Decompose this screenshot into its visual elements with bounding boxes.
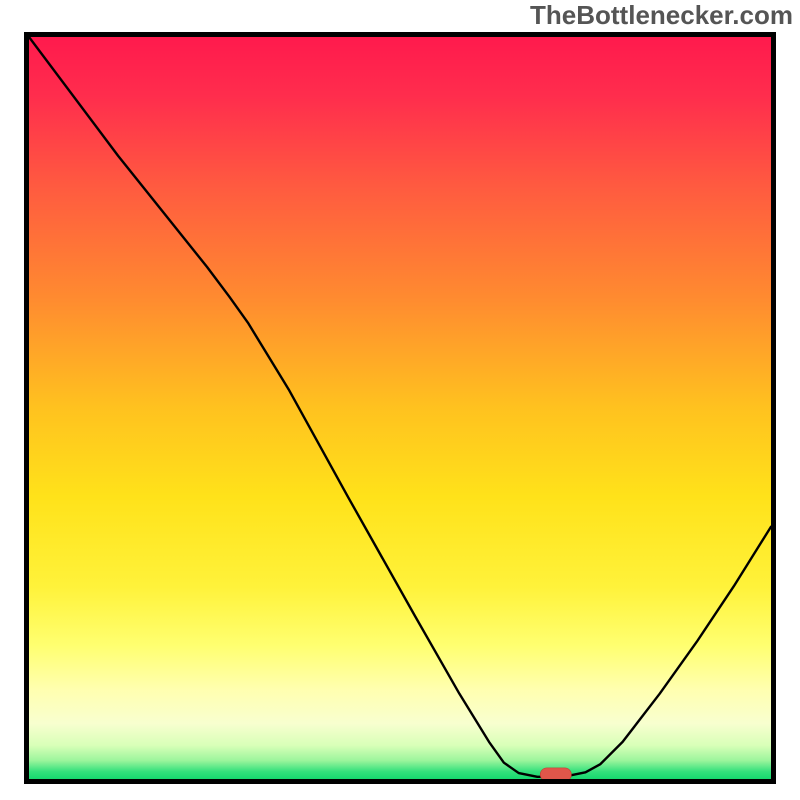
attribution-label: TheBottlenecker.com bbox=[530, 0, 793, 31]
plot-border bbox=[24, 32, 776, 784]
chart-frame: TheBottlenecker.com bbox=[0, 0, 800, 800]
